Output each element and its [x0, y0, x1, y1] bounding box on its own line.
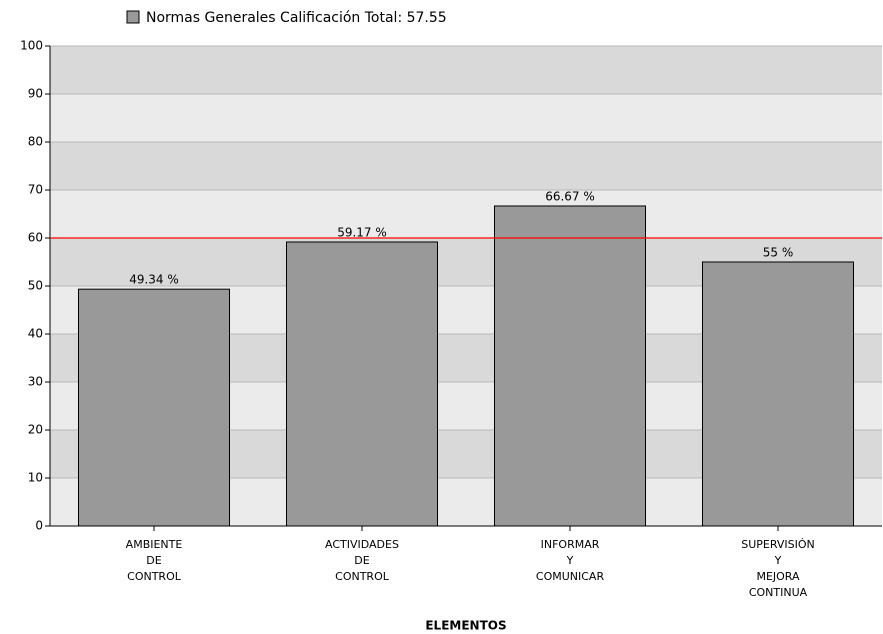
- bar: [493, 205, 647, 527]
- x-tick-label: CONTINUA: [749, 586, 808, 599]
- y-tick-label: 10: [28, 471, 43, 485]
- x-tick-label: DE: [146, 554, 161, 567]
- bar: [701, 261, 855, 527]
- y-tick-label: 90: [28, 87, 43, 101]
- x-tick-label: MEJORA: [756, 570, 800, 583]
- y-tick-label: 60: [28, 231, 43, 245]
- y-tick-label: 20: [28, 423, 43, 437]
- x-tick-label: Y: [774, 554, 782, 567]
- y-tick-label: 40: [28, 327, 43, 341]
- x-tick-label: SUPERVISIÓN: [741, 538, 815, 551]
- background-band: [50, 142, 882, 190]
- x-tick-label: CONTROL: [127, 570, 182, 583]
- x-tick-label: Y: [566, 554, 574, 567]
- legend-swatch: [126, 10, 140, 24]
- x-tick-label: CONTROL: [335, 570, 390, 583]
- x-tick-label: DE: [354, 554, 369, 567]
- background-band: [50, 190, 882, 238]
- legend-label: Normas Generales Calificación Total: 57.…: [146, 10, 447, 26]
- bar: [77, 288, 231, 527]
- y-tick-label: 80: [28, 135, 43, 149]
- x-axis-title: ELEMENTOS: [425, 619, 506, 633]
- y-tick-label: 0: [35, 519, 43, 533]
- y-tick-label: 70: [28, 183, 43, 197]
- x-tick-label: COMUNICAR: [536, 570, 605, 583]
- value-label: 59.17 %: [337, 225, 387, 239]
- value-label: 49.34 %: [129, 273, 179, 287]
- x-tick-label: AMBIENTE: [126, 538, 183, 551]
- value-label: 55 %: [763, 246, 794, 260]
- value-label: 66.67 %: [545, 189, 595, 203]
- y-tick-label: 30: [28, 375, 43, 389]
- bar: [285, 241, 439, 527]
- y-tick-label: 100: [20, 39, 43, 53]
- background-band: [50, 46, 882, 94]
- background-band: [50, 94, 882, 142]
- x-tick-label: INFORMAR: [541, 538, 600, 551]
- x-tick-label: ACTIVIDADES: [325, 538, 399, 551]
- y-tick-label: 50: [28, 279, 43, 293]
